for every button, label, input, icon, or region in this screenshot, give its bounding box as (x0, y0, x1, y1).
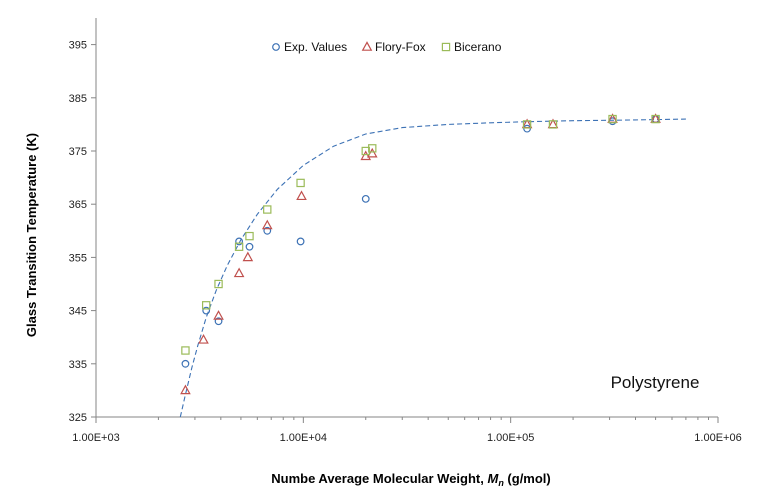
data-point (234, 242, 244, 251)
legend-label: Flory-Fox (375, 40, 426, 54)
series-flory-fox (180, 113, 661, 395)
x-tick-label: 1.00E+04 (280, 432, 327, 444)
legend-marker (361, 41, 373, 51)
data-point (366, 147, 378, 158)
legend-label: Bicerano (454, 40, 502, 54)
chart-annotation: Polystyrene (611, 373, 700, 392)
data-point (202, 306, 211, 315)
data-point (651, 114, 660, 124)
legend-label: Exp. Values (284, 40, 347, 54)
data-point (523, 124, 531, 133)
data-point (233, 267, 245, 278)
data-point (181, 359, 190, 368)
data-point (522, 120, 532, 129)
axes: 325 335 345 355 365 375 385 395 1.00E+03 1.00E+04… (69, 18, 742, 444)
y-tick-label: 355 (69, 252, 87, 264)
data-point (608, 114, 617, 124)
y-tick-label: 385 (69, 93, 87, 105)
x-tick-label: 1.00E+06 (694, 432, 741, 444)
data-point (245, 231, 254, 241)
legend-marker (272, 43, 280, 51)
x-axis-label-symbol: M (487, 471, 499, 486)
x-axis-label-subscript: n (498, 478, 504, 488)
data-point (242, 251, 254, 262)
y-axis-label: Glass Transition Temperature (K) (24, 133, 39, 337)
legend-marker (441, 42, 451, 52)
y-tick-label: 365 (69, 199, 87, 211)
data-point (181, 346, 190, 355)
data-point (296, 237, 305, 246)
x-axis-label-prefix: Numbe Average Molecular Weight, (271, 471, 487, 486)
x-tick-label: 1.00E+05 (487, 432, 534, 444)
data-point (263, 205, 272, 214)
data-point (296, 190, 307, 201)
data-point (548, 120, 558, 129)
data-point (361, 194, 370, 203)
data-point (213, 310, 224, 320)
x-tick-label: 1.00E+03 (72, 432, 119, 444)
data-point (201, 301, 211, 310)
x-axis-label-suffix: (g/mol) (504, 471, 551, 486)
legend: Exp. Values Flory-Fox Bicerano (272, 40, 502, 54)
y-tick-label: 375 (69, 146, 87, 158)
data-point (180, 384, 191, 395)
data-point (361, 146, 370, 156)
data-point (214, 279, 223, 289)
y-tick-label: 335 (69, 359, 87, 371)
data-point (263, 226, 272, 235)
series-bicerano (181, 114, 660, 355)
fit-curve (179, 118, 686, 418)
data-point (214, 317, 223, 326)
y-tick-label: 395 (69, 40, 87, 52)
x-axis-label: Numbe Average Molecular Weight, Mn (g/mo… (271, 471, 551, 488)
data-point (235, 237, 244, 246)
data-point (368, 144, 377, 153)
data-point (245, 242, 254, 251)
data-point (360, 150, 372, 161)
fit-curve-layer (179, 118, 686, 418)
y-tick-label: 325 (69, 412, 87, 424)
series-exp-values (181, 115, 660, 368)
data-point (261, 219, 273, 230)
data-point (296, 178, 305, 188)
data-point (198, 334, 209, 344)
data-points (180, 113, 661, 395)
y-tick-label: 345 (69, 306, 87, 318)
